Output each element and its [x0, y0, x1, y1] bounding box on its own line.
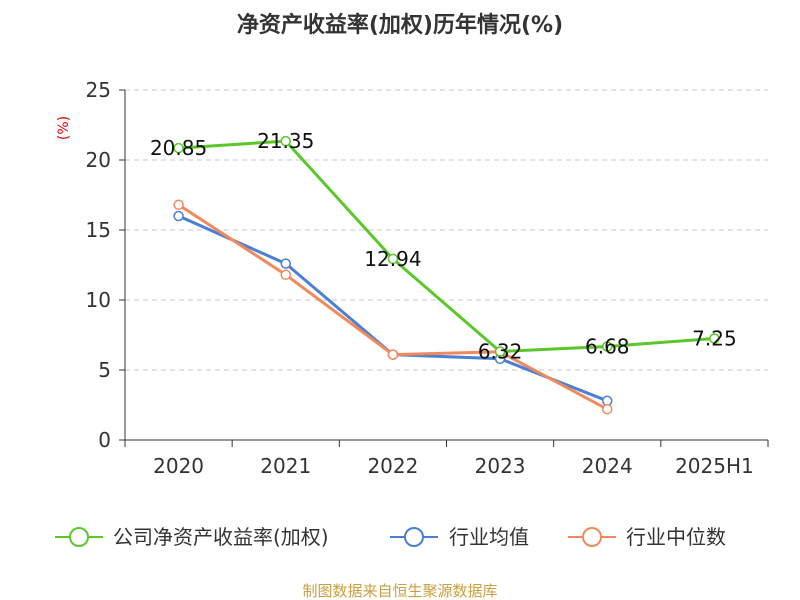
- data-label-1: 21.35: [257, 129, 314, 153]
- series-layer: [173, 135, 720, 415]
- data-label-5: 7.25: [692, 327, 737, 351]
- data-point-s2-2: [387, 349, 399, 360]
- series-line-0: [178, 139, 715, 354]
- y-tick-label-10: 10: [86, 288, 111, 312]
- legend-marker-0: [69, 527, 89, 547]
- data-label-2: 12.94: [364, 247, 421, 271]
- legend-marker-2: [582, 527, 602, 547]
- data-point-s2-1: [280, 269, 291, 281]
- chart-title: 净资产收益率(加权)历年情况(%): [237, 12, 563, 38]
- data-label-0: 20.85: [150, 136, 207, 160]
- data-label-3: 6.32: [478, 340, 523, 364]
- y-tick-label-20: 20: [86, 148, 111, 172]
- data-point-s1-1: [280, 258, 291, 269]
- legend-marker-1: [404, 527, 424, 547]
- data-label-4: 6.68: [585, 334, 630, 358]
- data-point-s2-4: [602, 403, 613, 415]
- x-tick-label-2025H1: 2025H1: [675, 454, 754, 478]
- y-tick-label-0: 0: [98, 428, 111, 452]
- x-tick-label-2023: 2023: [475, 454, 526, 478]
- data-point-s0-0: [173, 142, 184, 154]
- legend-label-2: 行业中位数: [626, 525, 726, 549]
- data-point-s0-1: [280, 135, 291, 147]
- legend: 公司净资产收益率(加权) 行业均值 行业中位数: [55, 525, 726, 549]
- data-point-s2-0: [173, 199, 184, 211]
- data-point-s0-3: [494, 346, 506, 357]
- data-point-s0-4: [602, 341, 613, 352]
- data-label-layer: 20.85 21.35 12.94 6.32 6.68 7.25: [150, 129, 737, 363]
- y-tick-label-5: 5: [98, 358, 111, 382]
- x-tick-label-2022: 2022: [367, 454, 418, 478]
- grid-layer: [125, 89, 768, 371]
- data-point-s1-4: [602, 395, 613, 407]
- legend-label-0: 公司净资产收益率(加权): [113, 525, 329, 549]
- y-axis-unit-label: (%): [56, 116, 72, 140]
- data-point-s1-0: [173, 210, 184, 222]
- y-tick-label-25: 25: [86, 78, 111, 102]
- legend-label-1: 行业均值: [449, 525, 529, 549]
- axis-layer: 0 5 10 15 20 25 2020 2021 2022 2023 2024 2025H1: [86, 78, 769, 478]
- data-point-s0-5: [709, 333, 720, 344]
- series-line-2: [177, 203, 608, 411]
- y-tick-label-15: 15: [86, 218, 111, 242]
- data-point-s0-2: [387, 253, 399, 265]
- source-note: 制图数据来自恒生聚源数据库: [302, 582, 497, 600]
- x-tick-label-2024: 2024: [582, 454, 633, 478]
- x-tick-label-2021: 2021: [260, 454, 311, 478]
- x-tick-label-2020: 2020: [153, 454, 204, 478]
